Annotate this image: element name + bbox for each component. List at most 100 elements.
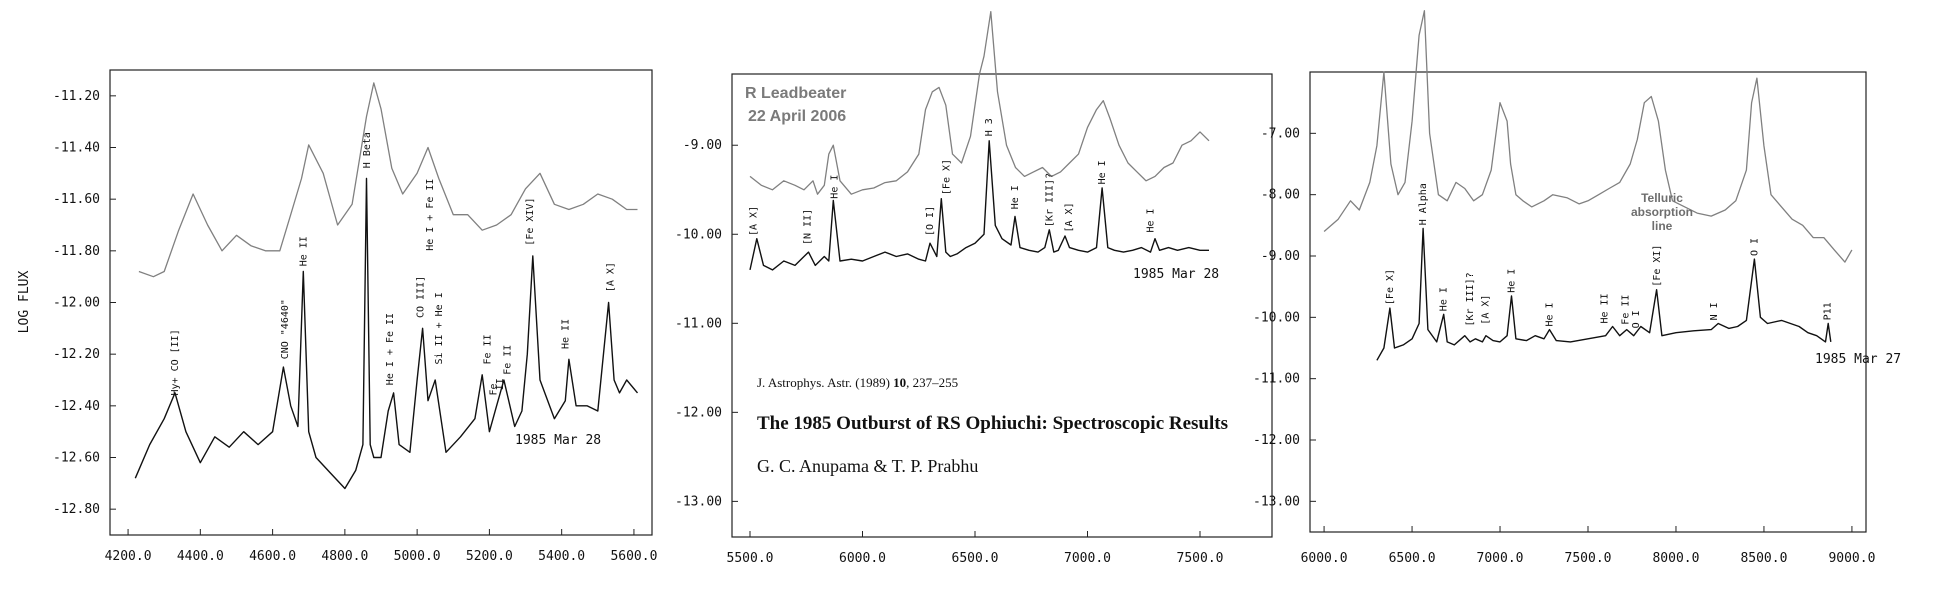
x-tick-label: 4400.0 [177, 549, 224, 564]
right-series [1323, 10, 1853, 361]
telluric-label-3: line [1652, 219, 1673, 233]
y-tick-label: -9.00 [1261, 249, 1300, 264]
emission-line-label: II [495, 378, 506, 390]
spectrum-2006-line [1323, 10, 1853, 263]
x-tick-label: 8000.0 [1652, 551, 1699, 566]
right-x-ticks: 6000.0 6500.0 7000.0 7500.0 8000.0 8500.0 9000… [1301, 526, 1875, 566]
y-tick-label: -12.20 [53, 347, 100, 362]
citation-volume: 10 [893, 375, 906, 390]
left-y-axis-title: LOG FLUX [17, 271, 32, 334]
y-tick-label: -12.80 [53, 502, 100, 517]
x-tick-label: 5500.0 [727, 551, 774, 566]
left-date-label: 1985 Mar 28 [515, 433, 601, 448]
y-tick-label: -7.00 [1261, 126, 1300, 141]
y-tick-label: -12.00 [53, 296, 100, 311]
x-tick-label: 6000.0 [1301, 551, 1348, 566]
emission-line-label: [O I] [925, 206, 936, 236]
x-tick-label: 6500.0 [1389, 551, 1436, 566]
middle-plot-frame [731, 73, 1273, 538]
x-tick-label: 5400.0 [538, 549, 585, 564]
paper-title: The 1985 Outburst of RS Ophiuchi: Spectr… [757, 413, 1228, 434]
right-y-ticks: -7.00 -8.00 -9.00 -10.00 -11.00 -12.00 -13.00 [1253, 126, 1316, 509]
y-tick-label: -10.00 [675, 227, 722, 242]
y-tick-label: -12.00 [675, 405, 722, 420]
spectrum-1985-line [134, 177, 639, 490]
left-series [134, 82, 639, 490]
x-tick-label: 4800.0 [321, 549, 368, 564]
y-tick-label: -12.00 [1253, 433, 1300, 448]
emission-line-label: He II [299, 236, 310, 266]
telluric-label-1: Telluric [1641, 191, 1683, 205]
emission-line-label: [Fe X] [1385, 269, 1396, 305]
y-tick-label: -12.60 [53, 451, 100, 466]
emission-line-label: [Fe XIV] [525, 198, 536, 246]
x-tick-label: 4200.0 [105, 549, 152, 564]
emission-line-label: N I [1709, 302, 1720, 320]
middle-line-labels: [A X] [N II] He I [O I] [Fe X] H 3 He I [Kr III… [748, 118, 1156, 245]
emission-line-label: [Kr III]? [1044, 173, 1055, 227]
emission-line-label: He I [1507, 269, 1518, 293]
emission-line-label: [A X] [748, 206, 759, 236]
x-tick-label: 7000.0 [1064, 551, 1111, 566]
emission-line-label: [Fe X] [942, 159, 953, 195]
middle-series [749, 11, 1210, 271]
emission-line-label: [A X] [605, 262, 616, 292]
right-date-label: 1985 Mar 27 [1815, 352, 1901, 367]
y-tick-label: -8.00 [1261, 188, 1300, 203]
emission-line-label: H Beta [362, 132, 373, 168]
x-tick-label: 5000.0 [394, 549, 441, 564]
emission-line-label: He II [561, 319, 572, 349]
y-tick-label: -10.00 [1253, 310, 1300, 325]
telluric-label-2: absorption [1631, 205, 1693, 219]
y-tick-label: -11.00 [675, 316, 722, 331]
emission-line-label: Fe II [503, 345, 514, 375]
y-tick-label: -13.00 [1253, 494, 1300, 509]
emission-line-label: [N II] [802, 209, 813, 245]
paper-citation: J. Astrophys. Astr. (1989) 10, 237–255 [757, 375, 958, 390]
x-tick-label: 9000.0 [1828, 551, 1875, 566]
x-tick-label: 7500.0 [1177, 551, 1224, 566]
emission-line-label: Fe II [483, 334, 494, 364]
emission-line-label: He I [1545, 302, 1556, 326]
emission-line-label: He I [830, 175, 841, 199]
citation-pages: , 237–255 [906, 375, 958, 390]
spectrum-1985-line [1376, 227, 1832, 361]
left-line-labels: Hy+ CO [II] CNO "4640" He II H Beta He I + F… [170, 132, 616, 395]
emission-line-label: Hy+ CO [II] [170, 329, 181, 395]
spectrum-1985-line [749, 140, 1209, 271]
paper-authors: G. C. Anupama & T. P. Prabhu [757, 456, 978, 476]
emission-line-label: He I [1010, 185, 1021, 209]
right-line-labels: [Fe X] H Alpha He I [Kr III]? [A X] He I He I H… [1385, 183, 1834, 328]
emission-line-label: [Fe XI] [1652, 245, 1663, 287]
x-tick-label: 7500.0 [1565, 551, 1612, 566]
y-tick-label: -12.40 [53, 399, 100, 414]
y-tick-label: -13.00 [675, 494, 722, 509]
panel-left-chart: LOG FLUX 4200.0 4400.0 4600.0 4800.0 5000.0 5… [17, 69, 657, 564]
left-y-ticks: -11.20 -11.40 -11.60 -11.80 -12.00 -12.20 -12.… [53, 89, 116, 517]
emission-line-label: Si II + He I [434, 292, 445, 364]
credit-author: R Leadbeater [745, 85, 846, 102]
left-plot-frame [109, 69, 653, 536]
panel-right-chart: 6000.0 6500.0 7000.0 7500.0 8000.0 8500.0 9000… [1253, 10, 1901, 566]
x-tick-label: 7000.0 [1477, 551, 1524, 566]
emission-line-label: O I [1749, 238, 1760, 256]
emission-line-label: [A X] [1481, 295, 1492, 325]
x-tick-label: 5200.0 [466, 549, 513, 564]
emission-line-label: Fe II [1620, 295, 1631, 325]
emission-line-label: Fe [489, 383, 500, 395]
emission-line-label: P11 [1823, 302, 1834, 320]
x-tick-label: 6000.0 [839, 551, 886, 566]
emission-line-label: H 3 [984, 118, 995, 136]
panel-middle-chart: 5500.0 6000.0 6500.0 7000.0 7500.0 -9.00 -10.… [675, 11, 1273, 566]
y-tick-label: -11.00 [1253, 372, 1300, 387]
emission-line-label: He I [1097, 160, 1108, 184]
middle-y-ticks: -9.00 -10.00 -11.00 -12.00 -13.00 [675, 138, 738, 509]
emission-line-label: [Kr III]? [1465, 272, 1476, 326]
y-tick-label: -11.80 [53, 244, 100, 259]
middle-x-ticks: 5500.0 6000.0 6500.0 7000.0 7500.0 [727, 531, 1224, 566]
x-tick-label: 4600.0 [249, 549, 296, 564]
left-x-ticks: 4200.0 4400.0 4600.0 4800.0 5000.0 5200.0 5400… [105, 529, 657, 564]
emission-line-label: CO III] [416, 276, 427, 318]
emission-line-label: H Alpha [1418, 183, 1429, 225]
emission-line-label: He II [1599, 293, 1610, 323]
